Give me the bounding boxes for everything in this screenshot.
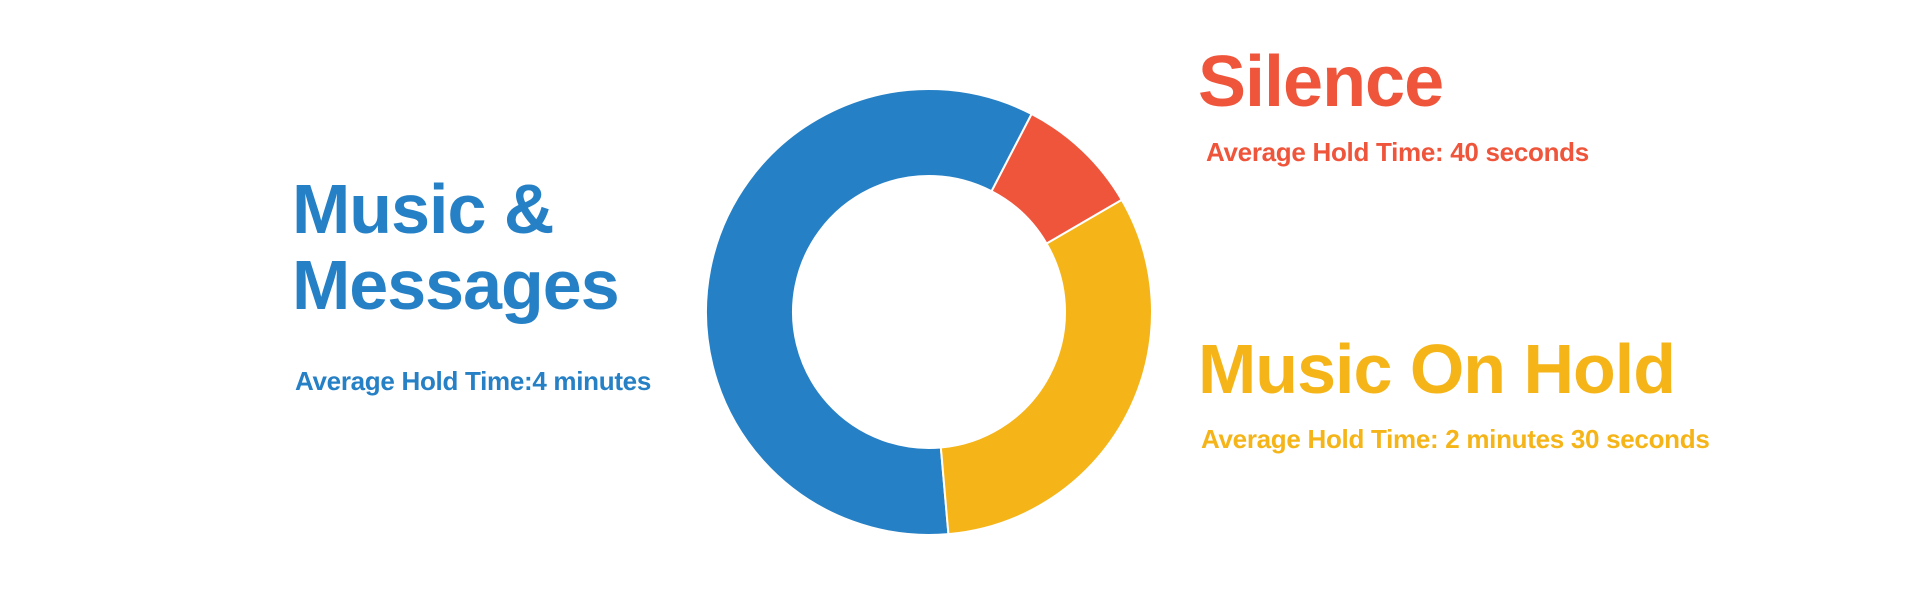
donut-slice: [939, 198, 1153, 536]
slice-label: Music & Messages: [292, 170, 620, 324]
slice-label: Silence: [1198, 42, 1444, 122]
slice-label: Music On Hold: [1198, 330, 1676, 408]
slice-description: Average Hold Time:4 minutes: [295, 366, 652, 396]
slice-description: Average Hold Time: 2 minutes 30 seconds: [1201, 424, 1710, 454]
slice-description: Average Hold Time: 40 seconds: [1206, 137, 1589, 167]
donut-slice: [704, 88, 1033, 536]
